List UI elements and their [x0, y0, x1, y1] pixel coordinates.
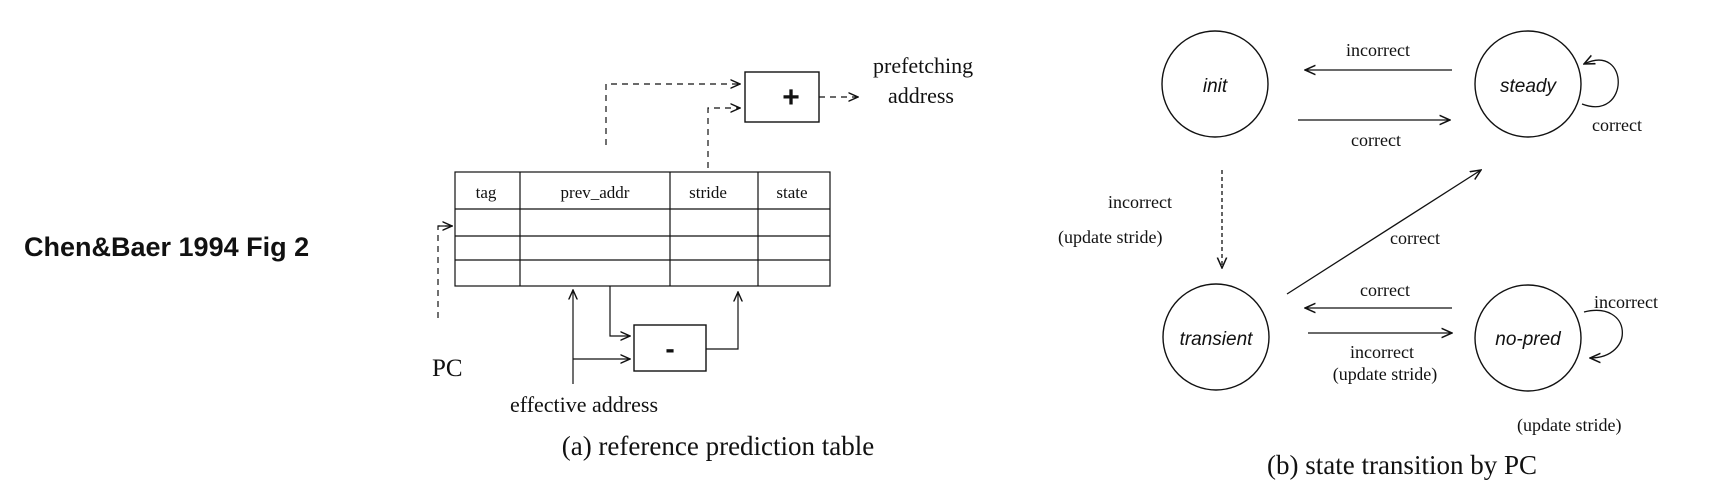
label-init-to-transient-line2: (update stride)	[1058, 227, 1162, 248]
state-label-transient: transient	[1180, 329, 1254, 350]
label-transient-to-steady: correct	[1390, 228, 1440, 248]
prefetch-address-label-line2: address	[888, 83, 954, 108]
state-label-steady: steady	[1500, 76, 1557, 97]
label-steady-to-init: incorrect	[1346, 40, 1410, 60]
transition-no-pred-self-loop	[1583, 309, 1623, 358]
prev-addr-to-adder-arrow	[605, 84, 740, 145]
transition-transient-to-steady	[1286, 170, 1481, 295]
label-no-pred-self-line1: incorrect	[1594, 292, 1658, 312]
label-no-pred-to-transient: correct	[1360, 280, 1410, 300]
label-steady-self: correct	[1592, 115, 1642, 135]
rpt-column-header-state: state	[776, 183, 807, 202]
transition-steady-self-loop	[1581, 60, 1619, 108]
reference-prediction-table-diagram: tag prev_addr stride state + - prefetchi…	[432, 53, 973, 461]
fsm-caption: (b) state transition by PC	[1267, 450, 1537, 480]
adder-plus-symbol: +	[782, 81, 800, 114]
rpt-table	[454, 171, 831, 287]
rpt-column-header-tag: tag	[476, 183, 497, 202]
state-node-steady	[1474, 30, 1582, 138]
label-no-pred-self-line2: (update stride)	[1517, 415, 1621, 436]
rpt-column-header-stride: stride	[689, 183, 727, 202]
state-node-init	[1161, 30, 1269, 138]
state-transition-diagram: init steady transient no-pred incorrect …	[1058, 30, 1658, 480]
effective-address-label: effective address	[510, 392, 658, 417]
prev-addr-to-subtractor-arrow	[609, 286, 630, 336]
state-node-no-pred	[1474, 284, 1582, 392]
pc-label: PC	[432, 355, 463, 382]
label-init-to-transient-line1: incorrect	[1108, 192, 1172, 212]
label-transient-to-no-pred-line1: incorrect	[1350, 342, 1414, 362]
prefetch-address-label-line1: prefetching	[873, 53, 973, 78]
rpt-column-header-prev-addr: prev_addr	[561, 183, 630, 202]
rpt-caption: (a) reference prediction table	[562, 431, 875, 461]
stride-to-adder-arrow	[707, 108, 740, 168]
label-init-to-steady: correct	[1351, 130, 1401, 150]
rpt-table-border	[454, 171, 831, 287]
state-label-init: init	[1203, 76, 1228, 97]
subtractor-block	[633, 324, 707, 372]
figure-source-label: Chen&Baer 1994 Fig 2	[24, 232, 310, 262]
label-transient-to-no-pred-line2: (update stride)	[1333, 364, 1437, 385]
pc-index-arrow	[437, 226, 452, 318]
state-label-no-pred: no-pred	[1495, 329, 1562, 350]
subtractor-to-stride-arrow	[706, 292, 738, 350]
subtractor-minus-symbol: -	[665, 333, 674, 364]
state-node-transient	[1162, 283, 1270, 391]
